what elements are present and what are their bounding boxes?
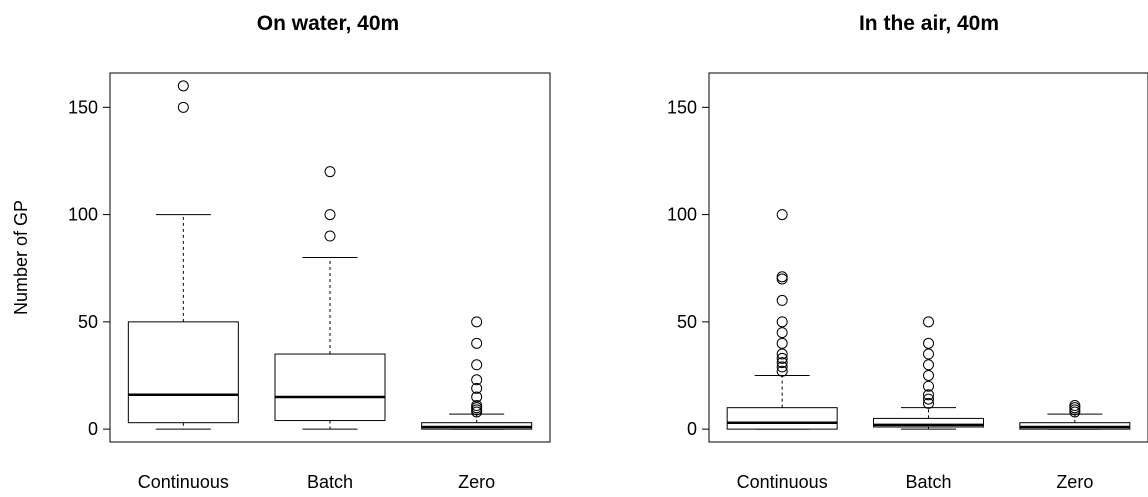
outlier-point — [776, 327, 788, 339]
outlier-point — [776, 271, 788, 283]
outlier-point — [776, 294, 788, 306]
outlier-point — [923, 393, 934, 405]
y-tick-label: 0 — [687, 419, 697, 439]
outlier-point — [1069, 402, 1081, 414]
outlier-point — [923, 380, 934, 392]
outlier-point — [1069, 400, 1081, 412]
outlier-point — [471, 402, 483, 414]
outlier-point — [923, 369, 934, 381]
chart-title: On water, 40m — [257, 12, 399, 35]
y-tick-label: 150 — [68, 97, 98, 117]
x-tick-label: Continuous — [138, 472, 229, 492]
outlier-point — [923, 397, 934, 409]
y-tick-label: 0 — [88, 419, 98, 439]
outlier-point — [776, 337, 788, 349]
outlier-point — [471, 404, 483, 416]
outlier-point — [776, 209, 788, 221]
outlier-point — [776, 316, 788, 328]
x-tick-label: Batch — [307, 472, 353, 492]
y-tick-label: 100 — [68, 205, 98, 225]
outlier-point — [776, 357, 788, 369]
outlier-point — [471, 400, 483, 412]
outlier-point — [324, 166, 336, 178]
outlier-point — [471, 337, 483, 349]
y-tick-label: 50 — [677, 312, 697, 332]
iqr-box — [127, 321, 239, 424]
outlier-point — [776, 348, 788, 360]
outlier-point — [776, 273, 788, 285]
y-tick-label: 150 — [667, 97, 697, 117]
outlier-point — [776, 352, 788, 364]
box-zero — [1019, 400, 1131, 430]
outlier-point — [177, 80, 189, 92]
outlier-point — [177, 101, 189, 113]
outlier-point — [923, 316, 934, 328]
x-tick-label: Zero — [1056, 472, 1093, 492]
y-tick-label: 100 — [667, 205, 697, 225]
outlier-point — [471, 382, 483, 394]
chart-panel-1: On water, 40m 0 50 100 150 Number of GP Contin… — [11, 12, 551, 492]
x-tick-label: Batch — [905, 472, 951, 492]
plot-frame — [708, 72, 1148, 443]
outlier-point — [923, 348, 934, 360]
x-tick-label: Continuous — [737, 472, 828, 492]
outlier-point — [776, 361, 788, 373]
iqr-box — [274, 353, 386, 422]
box-batch — [274, 166, 386, 430]
outlier-point — [1069, 404, 1081, 416]
box-zero — [421, 316, 533, 430]
y-axis-label: Number of GP — [11, 200, 31, 315]
outlier-point — [471, 374, 483, 386]
box-batch — [873, 316, 984, 430]
y-tick-label: 50 — [78, 312, 98, 332]
outlier-point — [923, 359, 934, 371]
outlier-point — [923, 389, 934, 401]
iqr-box — [726, 407, 838, 430]
iqr-box — [873, 417, 984, 428]
outlier-point — [923, 337, 934, 349]
outlier-point — [471, 359, 483, 371]
chart-title: In the air, 40m — [859, 12, 999, 35]
plot-frame — [109, 72, 551, 443]
outlier-point — [471, 391, 483, 403]
outlier-point — [471, 316, 483, 328]
x-tick-label: Zero — [458, 472, 495, 492]
outlier-point — [776, 365, 788, 377]
box-continuous — [726, 209, 838, 430]
outlier-point — [324, 209, 336, 221]
outlier-point — [324, 230, 336, 242]
box-continuous — [127, 80, 239, 430]
chart-panel-2: In the air, 40m 0 50 100 150 Continuous Batch Z… — [667, 12, 1148, 492]
